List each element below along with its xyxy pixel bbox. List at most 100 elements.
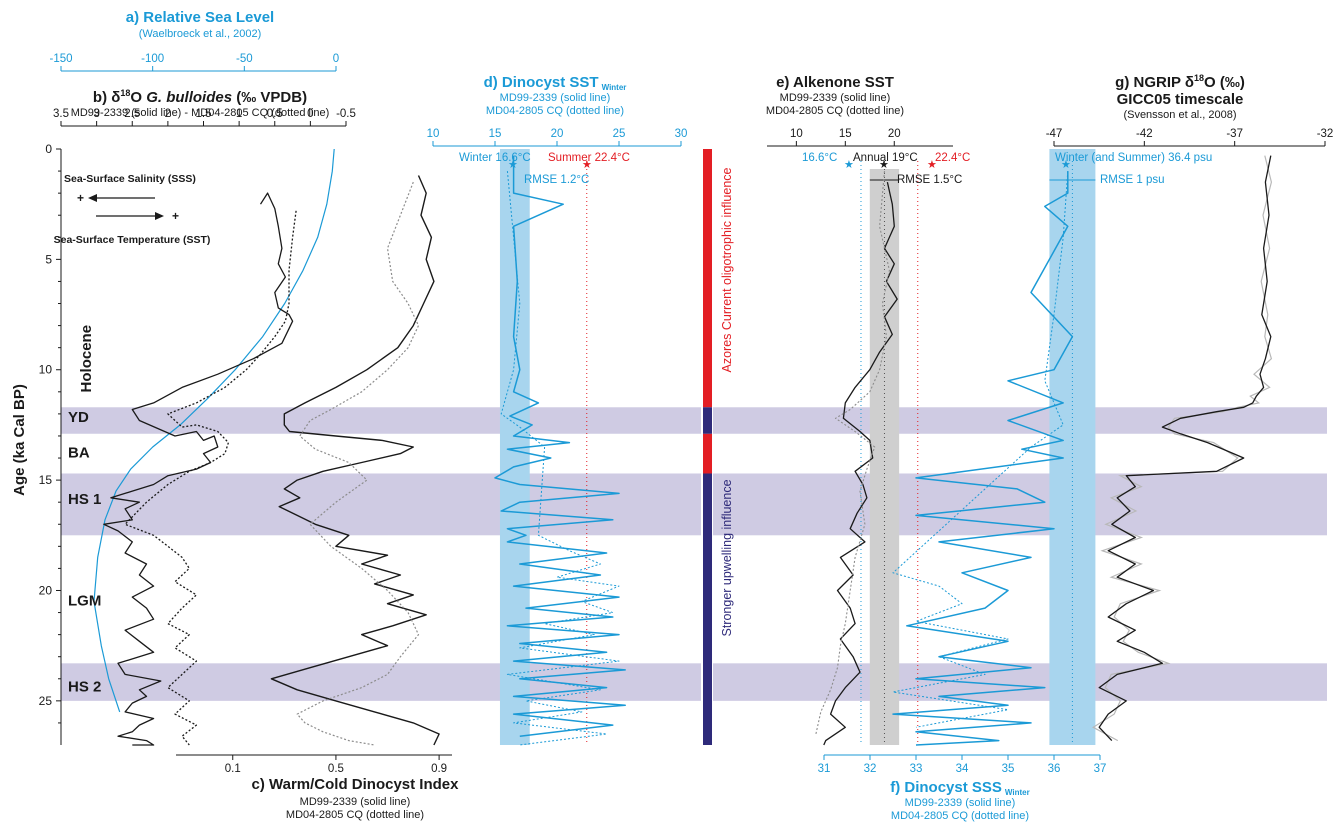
panel-f-rmse: RMSE 1 psu [1100, 174, 1165, 186]
series-e-dotted [815, 171, 890, 735]
panel-d-rmse: RMSE 1.2°C [524, 174, 589, 186]
panel-f-subtitle1: MD99-2339 (solid line) [905, 797, 1016, 809]
panel-g-tick-label: -42 [1136, 128, 1153, 140]
panel-d-tick-label: 30 [675, 128, 688, 140]
period-label: BA [68, 444, 90, 461]
series-e-solid [823, 181, 898, 746]
panel-c-title: c) Warm/Cold Dinocyst Index [252, 776, 460, 793]
period-label: YD [68, 409, 89, 426]
upwelling-influence-segment [703, 473, 712, 745]
panel-f-tick-label: 31 [818, 763, 831, 775]
data-series [93, 148, 1273, 746]
panel-d-tick-label: 20 [551, 128, 564, 140]
panel-f-tick-label: 37 [1094, 763, 1107, 775]
panel-b-tick-label: 3.5 [53, 108, 69, 120]
event-band-left [61, 663, 701, 701]
panel-c-tick-label: 0.5 [328, 763, 344, 775]
panel-c-tick-label: 0.9 [431, 763, 447, 775]
sss-arrowhead [88, 194, 97, 202]
panel-b-tick-label: 2 [165, 108, 171, 120]
series-b-dotted [124, 210, 297, 746]
azores-influence-segment [703, 433, 712, 474]
y-tick-label: 0 [45, 142, 52, 156]
legend-sst-title: Sea-Surface Temperature (SST) [54, 234, 211, 246]
panel-c-subtitle2: MD04-2805 CQ (dotted line) [286, 809, 424, 821]
red-influence-label: Azores Current oligotrophic influence [720, 167, 734, 372]
period-label: HS 1 [68, 491, 101, 508]
y-tick-label: 15 [39, 473, 53, 487]
legend-sss-title: Sea-Surface Salinity (SSS) [64, 173, 196, 185]
panel-e-summer-label: 22.4°C [935, 152, 970, 164]
series-g-solid [1098, 155, 1272, 742]
panel-b-tick-label: 1 [236, 108, 242, 120]
summer-star-e: ★ [927, 159, 937, 171]
axes [56, 66, 1326, 760]
event-band-left [61, 473, 701, 536]
y-tick-label: 20 [39, 583, 53, 597]
panel-d-tick-label: 15 [489, 128, 502, 140]
event-band-right [713, 407, 1327, 434]
panel-f-tick-label: 34 [956, 763, 969, 775]
azores-influence-segment [703, 149, 712, 408]
period-label: LGM [68, 592, 101, 609]
y-tick-label: 25 [39, 694, 53, 708]
modern-star-f: ★ [1061, 159, 1071, 171]
panel-b-subtitle: MD99-2339 (solid line) - MD04-2805 CQ (d… [71, 107, 330, 119]
panel-f-subtitle2: MD04-2805 CQ (dotted line) [891, 810, 1029, 822]
tick-labels: 0 5 10 15 20 25 -150 -100 -50 0 3.5 3 2.5 2 1.5 1 0.5 0 -0… [39, 53, 1334, 775]
event-band-right [713, 663, 1327, 701]
sst-arrowhead [155, 212, 164, 220]
panel-e-title: e) Alkenone SST [776, 74, 894, 91]
panel-e-winter-label: 16.6°C [802, 152, 837, 164]
summer-star-d: ★ [582, 159, 592, 171]
series-d-dotted [500, 171, 620, 746]
panel-d-tick-label: 25 [613, 128, 626, 140]
navy-influence-label: Stronger upwelling influence [720, 479, 734, 636]
panel-e-rmse: RMSE 1.5°C [897, 174, 962, 186]
panel-b-tick-label: 0 [307, 108, 313, 120]
panel-e-tick-label: 10 [790, 128, 803, 140]
panel-b-tick-label: -0.5 [336, 108, 356, 120]
panel-b-tick-label: 3 [93, 108, 99, 120]
winter-star-d: ★ [508, 159, 518, 171]
panel-b-tick-label: 2.5 [124, 108, 140, 120]
series-c-dotted [296, 181, 420, 746]
panel-b-tick-label: 0.5 [267, 108, 283, 120]
panel-f-title: f) Dinocyst SSS Winter [890, 779, 1030, 797]
event-bands [61, 407, 1327, 701]
panel-d-tick-label: 10 [427, 128, 440, 140]
panel-d-subtitle2: MD04-2805 CQ (dotted line) [486, 105, 624, 117]
y-axis-label: Age (ka Cal BP) [11, 384, 28, 496]
legend-sst-title-line: Sea-Surface Temperature (SST) [54, 234, 211, 246]
panel-g-tick-label: -37 [1226, 128, 1243, 140]
panel-a-title: a) Relative Sea Level [126, 9, 274, 26]
panel-c-subtitle1: MD99-2339 (solid line) [300, 796, 411, 808]
period-label: HS 2 [68, 678, 101, 695]
panel-e-tick-label: 15 [839, 128, 852, 140]
upwelling-influence-segment [703, 407, 712, 434]
legend-sst-plus: + [172, 209, 179, 223]
panel-g-title2: GICC05 timescale [1117, 91, 1244, 108]
panel-b-title: b) δ18O G. bulloides (‰ VPDB) [93, 88, 307, 106]
period-labels: Holocene YD BA HS 1 LGM HS 2 [68, 325, 101, 695]
y-tick-label: 5 [45, 252, 52, 266]
panel-d-subtitle1: MD99-2339 (solid line) [500, 92, 611, 104]
event-band-left [61, 407, 701, 434]
panel-c-tick-label: 0.1 [225, 763, 241, 775]
period-label-holocene: Holocene [78, 325, 95, 393]
dinocyst-sss-rmse-band [1049, 149, 1096, 745]
panel-g-tick-label: -32 [1317, 128, 1334, 140]
series-f-solid [892, 171, 1074, 746]
panel-d-summer-label: Summer 22.4°C [548, 152, 630, 164]
panel-g-tick-label: -47 [1046, 128, 1063, 140]
winter-star-e: ★ [844, 159, 854, 171]
panel-g-source: (Svensson et al., 2008) [1123, 109, 1236, 121]
panel-a-tick-label: 0 [333, 53, 339, 65]
panel-g-title: g) NGRIP δ18O (‰) [1115, 73, 1245, 91]
panel-d-title: d) Dinocyst SST Winter [484, 74, 627, 92]
panel-e-subtitle1: MD99-2339 (solid line) [780, 92, 891, 104]
panel-e-tick-label: 20 [888, 128, 901, 140]
panel-f-tick-label: 36 [1048, 763, 1061, 775]
series-c-solid [270, 175, 440, 746]
